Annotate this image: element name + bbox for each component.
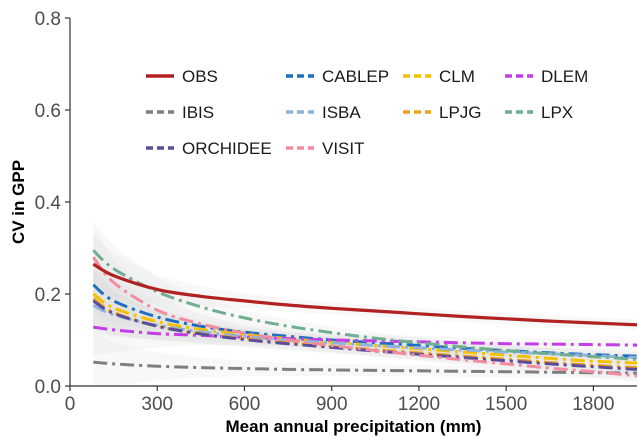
y-tick-label: 0.6 <box>35 101 61 122</box>
legend-item-visit: VISIT <box>286 139 365 158</box>
legend-label-visit: VISIT <box>322 139 365 158</box>
legend-item-isba: ISBA <box>286 103 361 122</box>
legend-label-lpjg: LPJG <box>439 103 482 122</box>
legend: OBS CABLEP CLM DLEM IBIS ISBA LPJG LPX ORCHIDEE V… <box>146 67 588 158</box>
legend-item-dlem: DLEM <box>505 67 588 86</box>
legend-item-clm: CLM <box>403 67 475 86</box>
series-lines <box>92 249 638 378</box>
x-tick-label: 1200 <box>398 394 440 415</box>
y-axis-title: CV in GPP <box>9 160 28 244</box>
legend-item-lpx: LPX <box>505 103 573 122</box>
x-tick-label: 0 <box>65 394 76 415</box>
series-line-ibis <box>93 360 638 375</box>
legend-label-isba: ISBA <box>322 103 361 122</box>
legend-label-obs: OBS <box>182 67 218 86</box>
y-tick-label: 0.0 <box>35 377 61 398</box>
legend-label-dlem: DLEM <box>541 67 588 86</box>
y-tick-label: 0.4 <box>35 193 62 214</box>
y-tick-label: 0.2 <box>35 285 61 306</box>
legend-item-cablep: CABLEP <box>286 67 389 86</box>
series-line-obs <box>92 262 638 327</box>
x-axis-title: Mean annual precipitation (mm) <box>226 417 482 436</box>
x-tick-label: 300 <box>141 394 173 415</box>
legend-item-orchidee: ORCHIDEE <box>146 139 272 158</box>
ticks: 0 300 600 900 1200 1500 1800 0.0 0.2 0.4 0.6 0.8 <box>35 9 615 415</box>
confidence-band-isba <box>93 277 638 363</box>
x-tick-label: 900 <box>316 394 348 415</box>
legend-label-orchidee: ORCHIDEE <box>182 139 272 158</box>
legend-label-clm: CLM <box>439 67 475 86</box>
series-line-dlem <box>93 325 638 347</box>
legend-item-obs: OBS <box>146 67 218 86</box>
legend-item-ibis: IBIS <box>146 103 214 122</box>
y-tick-label: 0.8 <box>35 9 61 30</box>
confidence-band-obs <box>93 235 638 331</box>
series-line-clm <box>92 292 638 365</box>
x-tick-label: 1800 <box>572 394 614 415</box>
legend-label-ibis: IBIS <box>182 103 214 122</box>
series-line-lpx <box>92 249 638 361</box>
x-tick-label: 600 <box>229 394 261 415</box>
series-line-visit <box>92 256 638 378</box>
legend-label-lpx: LPX <box>541 103 573 122</box>
confidence-band-dlem <box>93 298 638 356</box>
confidence-band-lpjg <box>93 270 638 374</box>
series-line-isba <box>92 304 638 359</box>
legend-label-cablep: CABLEP <box>322 67 389 86</box>
series-line-orchidee <box>92 299 638 371</box>
x-tick-label: 1500 <box>485 394 527 415</box>
legend-item-lpjg: LPJG <box>403 103 482 122</box>
